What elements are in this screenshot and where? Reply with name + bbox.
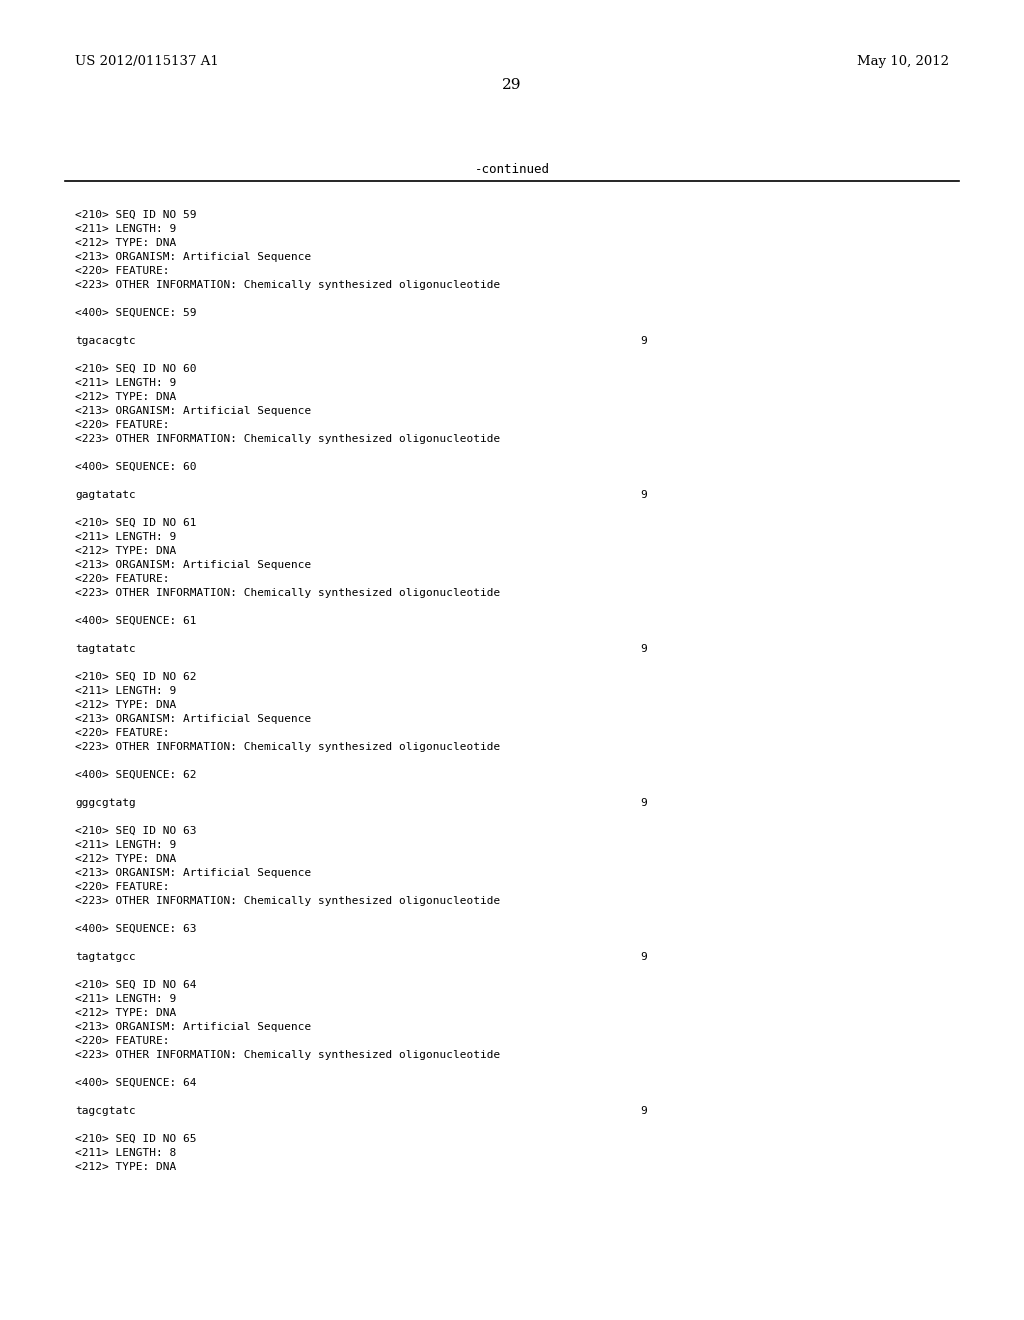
Text: <212> TYPE: DNA: <212> TYPE: DNA [75,392,176,403]
Text: <223> OTHER INFORMATION: Chemically synthesized oligonucleotide: <223> OTHER INFORMATION: Chemically synt… [75,742,501,752]
Text: <210> SEQ ID NO 65: <210> SEQ ID NO 65 [75,1134,197,1144]
Text: <210> SEQ ID NO 61: <210> SEQ ID NO 61 [75,517,197,528]
Text: <213> ORGANISM: Artificial Sequence: <213> ORGANISM: Artificial Sequence [75,560,311,570]
Text: <210> SEQ ID NO 62: <210> SEQ ID NO 62 [75,672,197,682]
Text: -continued: -continued [474,162,550,176]
Text: <400> SEQUENCE: 60: <400> SEQUENCE: 60 [75,462,197,473]
Text: <212> TYPE: DNA: <212> TYPE: DNA [75,854,176,865]
Text: US 2012/0115137 A1: US 2012/0115137 A1 [75,55,219,69]
Text: <212> TYPE: DNA: <212> TYPE: DNA [75,546,176,556]
Text: <211> LENGTH: 9: <211> LENGTH: 9 [75,224,176,234]
Text: <211> LENGTH: 9: <211> LENGTH: 9 [75,686,176,696]
Text: <212> TYPE: DNA: <212> TYPE: DNA [75,700,176,710]
Text: gagtatatc: gagtatatc [75,490,136,500]
Text: <212> TYPE: DNA: <212> TYPE: DNA [75,238,176,248]
Text: <212> TYPE: DNA: <212> TYPE: DNA [75,1008,176,1018]
Text: tagtatgcc: tagtatgcc [75,952,136,962]
Text: <400> SEQUENCE: 63: <400> SEQUENCE: 63 [75,924,197,935]
Text: <212> TYPE: DNA: <212> TYPE: DNA [75,1162,176,1172]
Text: <213> ORGANISM: Artificial Sequence: <213> ORGANISM: Artificial Sequence [75,1022,311,1032]
Text: 9: 9 [640,1106,647,1115]
Text: 9: 9 [640,644,647,653]
Text: <400> SEQUENCE: 59: <400> SEQUENCE: 59 [75,308,197,318]
Text: <211> LENGTH: 9: <211> LENGTH: 9 [75,840,176,850]
Text: <223> OTHER INFORMATION: Chemically synthesized oligonucleotide: <223> OTHER INFORMATION: Chemically synt… [75,1049,501,1060]
Text: 9: 9 [640,490,647,500]
Text: <213> ORGANISM: Artificial Sequence: <213> ORGANISM: Artificial Sequence [75,407,311,416]
Text: <223> OTHER INFORMATION: Chemically synthesized oligonucleotide: <223> OTHER INFORMATION: Chemically synt… [75,896,501,906]
Text: 9: 9 [640,337,647,346]
Text: <211> LENGTH: 8: <211> LENGTH: 8 [75,1148,176,1158]
Text: <213> ORGANISM: Artificial Sequence: <213> ORGANISM: Artificial Sequence [75,714,311,723]
Text: <220> FEATURE:: <220> FEATURE: [75,574,170,583]
Text: <223> OTHER INFORMATION: Chemically synthesized oligonucleotide: <223> OTHER INFORMATION: Chemically synt… [75,280,501,290]
Text: <213> ORGANISM: Artificial Sequence: <213> ORGANISM: Artificial Sequence [75,252,311,261]
Text: <220> FEATURE:: <220> FEATURE: [75,1036,170,1045]
Text: <210> SEQ ID NO 59: <210> SEQ ID NO 59 [75,210,197,220]
Text: tagcgtatc: tagcgtatc [75,1106,136,1115]
Text: <400> SEQUENCE: 64: <400> SEQUENCE: 64 [75,1078,197,1088]
Text: <220> FEATURE:: <220> FEATURE: [75,729,170,738]
Text: <213> ORGANISM: Artificial Sequence: <213> ORGANISM: Artificial Sequence [75,869,311,878]
Text: <223> OTHER INFORMATION: Chemically synthesized oligonucleotide: <223> OTHER INFORMATION: Chemically synt… [75,434,501,444]
Text: <220> FEATURE:: <220> FEATURE: [75,420,170,430]
Text: 9: 9 [640,799,647,808]
Text: <211> LENGTH: 9: <211> LENGTH: 9 [75,378,176,388]
Text: May 10, 2012: May 10, 2012 [857,55,949,69]
Text: tgacacgtc: tgacacgtc [75,337,136,346]
Text: <400> SEQUENCE: 61: <400> SEQUENCE: 61 [75,616,197,626]
Text: 29: 29 [502,78,522,92]
Text: <400> SEQUENCE: 62: <400> SEQUENCE: 62 [75,770,197,780]
Text: <211> LENGTH: 9: <211> LENGTH: 9 [75,994,176,1005]
Text: <223> OTHER INFORMATION: Chemically synthesized oligonucleotide: <223> OTHER INFORMATION: Chemically synt… [75,587,501,598]
Text: <220> FEATURE:: <220> FEATURE: [75,267,170,276]
Text: <220> FEATURE:: <220> FEATURE: [75,882,170,892]
Text: tagtatatc: tagtatatc [75,644,136,653]
Text: 9: 9 [640,952,647,962]
Text: <210> SEQ ID NO 60: <210> SEQ ID NO 60 [75,364,197,374]
Text: <210> SEQ ID NO 63: <210> SEQ ID NO 63 [75,826,197,836]
Text: gggcgtatg: gggcgtatg [75,799,136,808]
Text: <211> LENGTH: 9: <211> LENGTH: 9 [75,532,176,543]
Text: <210> SEQ ID NO 64: <210> SEQ ID NO 64 [75,979,197,990]
